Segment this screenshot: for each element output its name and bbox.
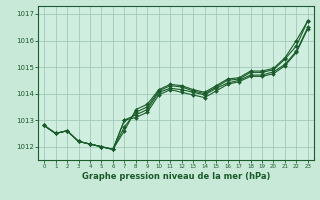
X-axis label: Graphe pression niveau de la mer (hPa): Graphe pression niveau de la mer (hPa) [82,172,270,181]
